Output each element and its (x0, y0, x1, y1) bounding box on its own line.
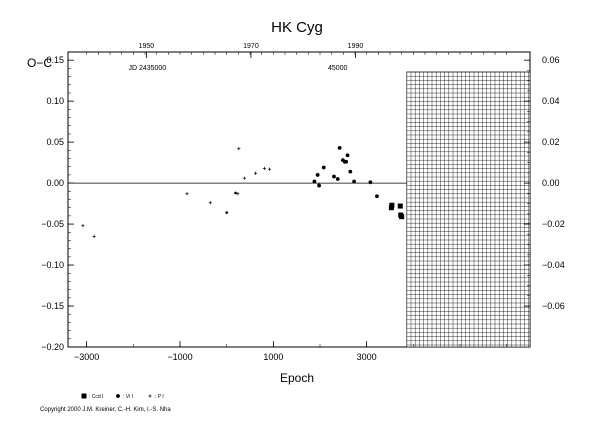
data-point-circle (337, 145, 342, 150)
right-tick-label: 0.04 (542, 96, 560, 106)
top-year-label: 1970 (243, 43, 259, 50)
data-point-circle (375, 194, 379, 199)
top-year-label: 1950 (139, 43, 155, 50)
data-point-circle (315, 173, 320, 177)
jd2-label: 45000 (328, 65, 348, 72)
right-tick-label: −0.06 (542, 301, 565, 311)
axes: 0.15 0.10 0.05 0.00 −0.05 −0.10 −0.15 −0.20 0.06… (41, 43, 565, 362)
data-point-square (389, 202, 395, 208)
chart-title: HK Cyg (271, 19, 323, 36)
data-point-plus (81, 224, 85, 228)
right-tick-label: 0.02 (542, 137, 560, 147)
data-point-plus (262, 166, 267, 170)
series-plus (81, 147, 272, 238)
data-point-plus (254, 171, 258, 175)
data-point-plus (237, 147, 241, 151)
y-tick-label: 0.15 (46, 55, 64, 65)
data-point-circle (352, 179, 356, 184)
legend: : Ccd I : Vi I : P I (81, 393, 164, 400)
x-tick-label: 3000 (357, 352, 377, 362)
data-point-circle (312, 179, 317, 184)
legend-marker-circle (116, 394, 120, 398)
y-tick-label: −0.20 (41, 342, 64, 352)
legend-marker-plus (148, 394, 152, 398)
y-tick-label: 0.10 (46, 96, 64, 106)
right-tick-label: −0.02 (542, 219, 565, 229)
data-point-small-circle (225, 211, 229, 214)
right-tick-label: 0.00 (542, 178, 560, 188)
top-year-label: 1990 (348, 43, 364, 50)
series-small-circle (225, 191, 237, 214)
x-axis-label: Epoch (280, 371, 314, 385)
legend-label: : Ccd I (89, 394, 103, 400)
data-point-circle (344, 159, 349, 164)
copyright-notice: Copyright 2000 J.M. Kreiner, C.-H. Kim, … (40, 407, 171, 413)
right-tick-label: 0.06 (542, 55, 560, 65)
x-tick-label: 1000 (263, 352, 283, 362)
data-point-circle (332, 174, 336, 179)
data-point-circle (321, 165, 326, 170)
legend-label: : P I (155, 394, 164, 400)
y-tick-label: 0.00 (46, 178, 64, 188)
data-point-circle (348, 169, 353, 174)
x-tick-label: −1000 (167, 352, 192, 362)
y-tick-label: 0.05 (46, 137, 64, 147)
data-point-circle (368, 180, 373, 185)
data-point-circle (345, 153, 350, 158)
data-point-circle (335, 177, 340, 181)
data-point-square (399, 214, 405, 220)
data-point-plus (185, 192, 189, 196)
series-circle (312, 145, 379, 199)
y-tick-label: −0.15 (41, 301, 64, 311)
y-tick-label: −0.05 (41, 219, 64, 229)
data-point-plus (242, 176, 246, 180)
data-point-plus (92, 234, 96, 238)
data-point-plus (208, 201, 212, 205)
legend-label: : Vi I (123, 394, 133, 400)
future-region-box (406, 71, 531, 348)
data-point-square (397, 203, 403, 209)
series-square (388, 202, 405, 220)
data-point-plus (268, 167, 272, 171)
data-point-circle (317, 183, 321, 188)
jd-label: JD 2435000 (128, 65, 166, 72)
y-axis-label: O−C (27, 56, 52, 70)
data-point-small-circle (234, 191, 237, 195)
y-tick-label: −0.10 (41, 260, 64, 270)
data-points (81, 145, 405, 238)
future-region-grid (406, 71, 531, 348)
data-point-plus (236, 192, 240, 196)
legend-marker-square (81, 393, 87, 399)
right-tick-label: −0.04 (542, 260, 565, 270)
x-tick-label: −3000 (74, 352, 99, 362)
